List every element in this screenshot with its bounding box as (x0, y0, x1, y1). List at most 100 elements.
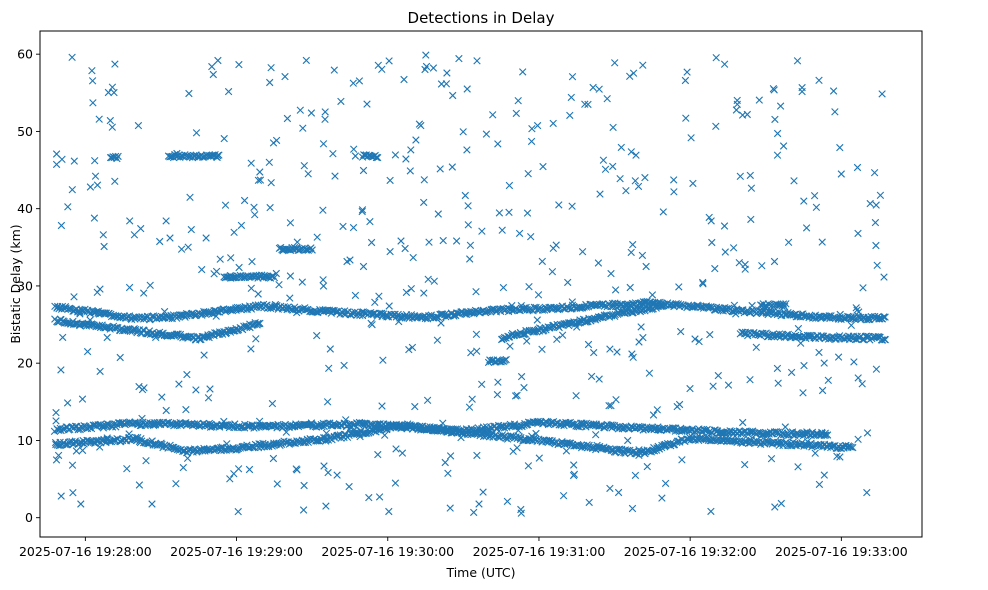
detection-point (791, 310, 799, 319)
detection-point (78, 446, 87, 455)
detection-point (93, 288, 101, 296)
detection-point (818, 386, 827, 395)
detection-point (108, 423, 117, 431)
detection-point (709, 382, 717, 390)
detection-point (873, 261, 881, 269)
detection-point (506, 342, 514, 350)
detection-point (773, 129, 782, 138)
detection-point (467, 309, 476, 317)
detection-point (247, 345, 255, 353)
detection-point (359, 166, 368, 175)
detection-point (849, 443, 857, 452)
detection-point (585, 498, 593, 507)
detection-point (769, 85, 778, 93)
detection-point (653, 406, 661, 414)
detection-point (57, 221, 66, 230)
detection-point (227, 274, 235, 282)
detection-point (385, 302, 393, 310)
detection-point (517, 372, 526, 381)
detection-point (88, 67, 96, 75)
detection-point (498, 226, 506, 234)
detection-point (528, 432, 536, 440)
detection-point (568, 298, 576, 306)
detection-point (534, 291, 543, 299)
x-tick-label: 2025-07-16 19:31:00 (473, 544, 606, 559)
detection-point (200, 351, 208, 359)
detection-point (800, 197, 808, 205)
detection-point (637, 323, 645, 331)
detection-point (162, 406, 170, 415)
detection-point (859, 284, 867, 292)
detection-point (824, 376, 832, 384)
detection-point (220, 417, 228, 426)
detection-point (286, 219, 295, 227)
detection-point (459, 128, 467, 136)
detection-point (836, 143, 844, 152)
y-tick-label: 10 (17, 433, 33, 448)
detection-point (308, 246, 316, 254)
x-tick-label: 2025-07-16 19:28:00 (19, 544, 152, 559)
detection-point (64, 203, 72, 211)
detection-point (135, 481, 144, 489)
detection-point (718, 428, 727, 437)
detection-point (269, 454, 278, 463)
detection-point (256, 319, 264, 327)
x-tick-label: 2025-07-16 19:32:00 (624, 544, 757, 559)
detection-point (457, 433, 465, 442)
detection-point (123, 325, 131, 333)
detection-point (298, 278, 306, 286)
detection-point (319, 140, 328, 148)
detection-point (322, 420, 330, 428)
detection-point (815, 348, 823, 357)
detection-point (853, 306, 861, 314)
detection-point (123, 465, 131, 473)
detection-point (720, 222, 729, 230)
detection-point (286, 294, 294, 302)
detection-point (183, 454, 192, 462)
detection-point (299, 506, 308, 514)
detection-point (299, 124, 307, 132)
y-tick-label: 60 (17, 47, 33, 62)
detection-point (357, 426, 365, 435)
detection-point (411, 402, 419, 411)
detection-point (367, 319, 375, 327)
detection-point (111, 324, 119, 332)
detection-point (96, 367, 104, 376)
detection-point (379, 356, 387, 364)
detection-point (823, 431, 832, 439)
detection-point (279, 247, 287, 255)
detection-point (103, 434, 111, 442)
detection-point (628, 350, 636, 358)
detection-point (515, 229, 524, 238)
detection-point (293, 238, 301, 246)
detection-point (513, 444, 521, 452)
detection-point (797, 339, 805, 347)
detection-point (739, 418, 747, 427)
detection-point (116, 353, 124, 362)
detection-point (296, 106, 304, 114)
detection-point (355, 77, 364, 85)
detection-point (752, 330, 761, 338)
detection-point (622, 187, 630, 195)
detection-point (741, 460, 749, 469)
detection-point (190, 420, 199, 428)
detection-point (576, 319, 584, 327)
detection-point (185, 89, 193, 98)
y-tick-label: 20 (17, 356, 33, 371)
detection-point (184, 243, 192, 251)
detection-point (110, 88, 118, 97)
detection-point (689, 179, 697, 188)
x-axis: 2025-07-16 19:28:00 2025-07-16 19:29:00 20… (19, 537, 908, 559)
detection-point (465, 403, 474, 411)
detection-point (818, 238, 826, 246)
detection-point (578, 422, 586, 431)
detection-point (234, 507, 242, 516)
detection-point (614, 488, 623, 497)
detection-point (250, 424, 258, 432)
detection-point (149, 421, 158, 430)
detection-point (408, 343, 417, 352)
detection-point (611, 59, 619, 67)
detection-point (177, 421, 185, 430)
detection-point (176, 330, 185, 339)
